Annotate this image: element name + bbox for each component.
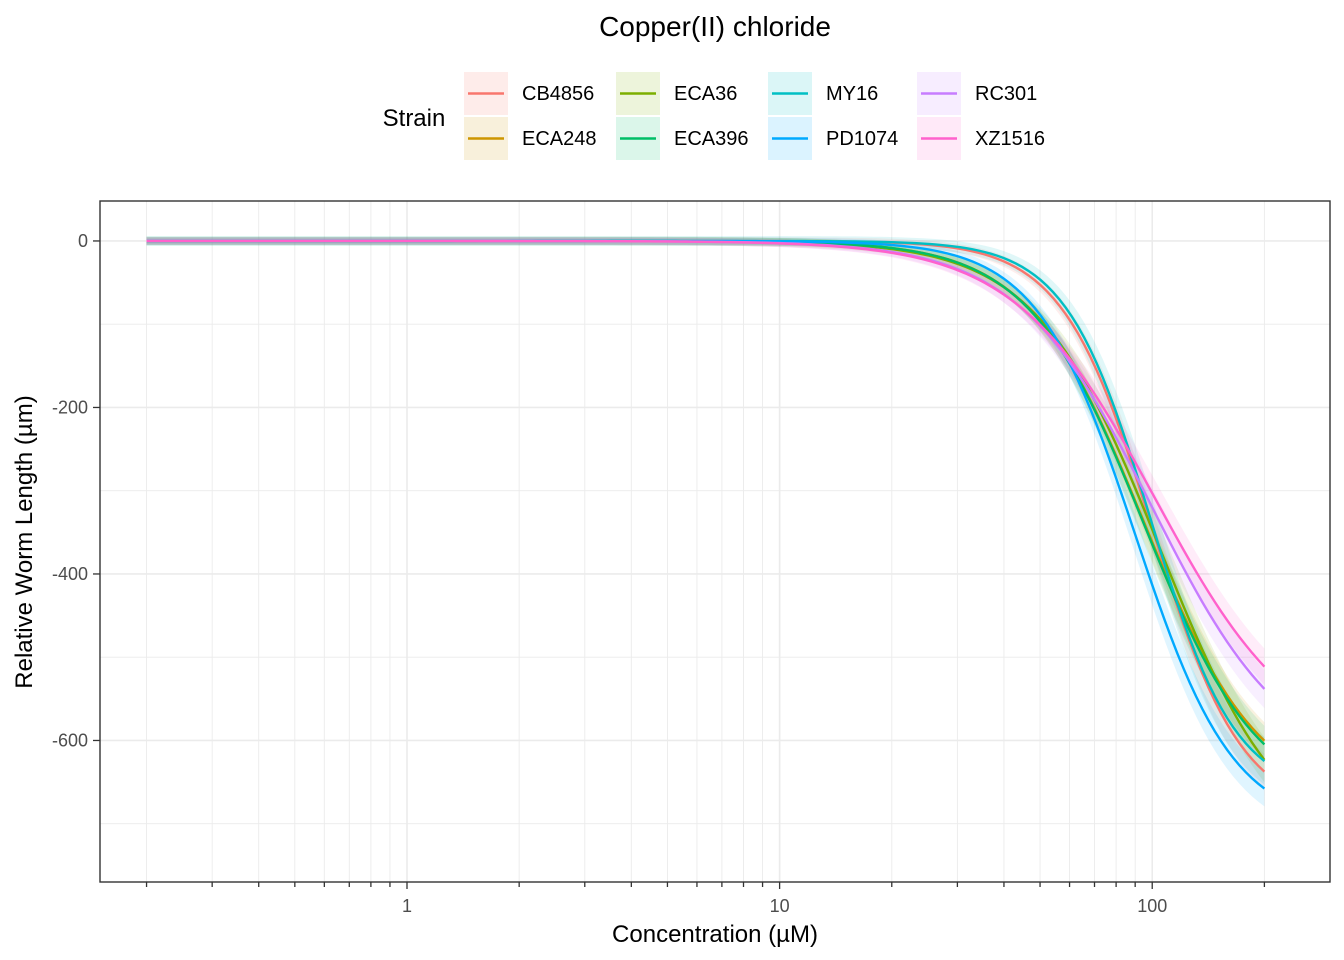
legend-item-pd1074: PD1074 <box>768 117 898 160</box>
legend-label-eca248: ECA248 <box>522 128 597 150</box>
plot-border <box>99 200 1331 883</box>
legend-label-eca396: ECA396 <box>674 128 749 150</box>
y-tick-label: 0 <box>78 231 88 251</box>
y-tick-label: -400 <box>52 564 88 584</box>
y-tick-label: -600 <box>52 730 88 750</box>
legend-item-eca396: ECA396 <box>616 117 749 160</box>
line-xz1516 <box>146 239 1266 668</box>
legend-item-xz1516: XZ1516 <box>917 117 1045 160</box>
chart-title: Copper(II) chloride <box>599 11 831 42</box>
legend-label-rc301: RC301 <box>975 83 1037 105</box>
x-tick-label: 10 <box>770 896 790 916</box>
legend-item-eca248: ECA248 <box>464 117 597 160</box>
y-tick-label: -200 <box>52 397 88 417</box>
legend: CB4856 ECA248 ECA36 ECA396 MY16 PD1074 RC301 XZ… <box>464 72 1045 160</box>
legend-label-eca36: ECA36 <box>674 83 737 105</box>
series-lines <box>146 239 1266 790</box>
x-tick-label: 1 <box>402 896 412 916</box>
legend-label-cb4856: CB4856 <box>522 83 594 105</box>
legend-item-my16: MY16 <box>768 72 878 115</box>
plot-panel <box>100 201 1330 882</box>
legend-label-my16: MY16 <box>826 83 878 105</box>
y-axis: 0 -200 -400 -600 <box>52 231 100 750</box>
x-axis: 1 10 100 <box>145 882 1266 916</box>
legend-label-pd1074: PD1074 <box>826 128 898 150</box>
legend-item-eca36: ECA36 <box>616 72 737 115</box>
x-axis-title: Concentration (µM) <box>612 921 818 948</box>
x-tick-label: 100 <box>1137 896 1167 916</box>
legend-label-xz1516: XZ1516 <box>975 128 1045 150</box>
legend-item-rc301: RC301 <box>917 72 1037 115</box>
legend-item-cb4856: CB4856 <box>464 72 594 115</box>
legend-title: Strain <box>383 105 446 132</box>
y-axis-title: Relative Worm Length (µm) <box>11 395 38 688</box>
